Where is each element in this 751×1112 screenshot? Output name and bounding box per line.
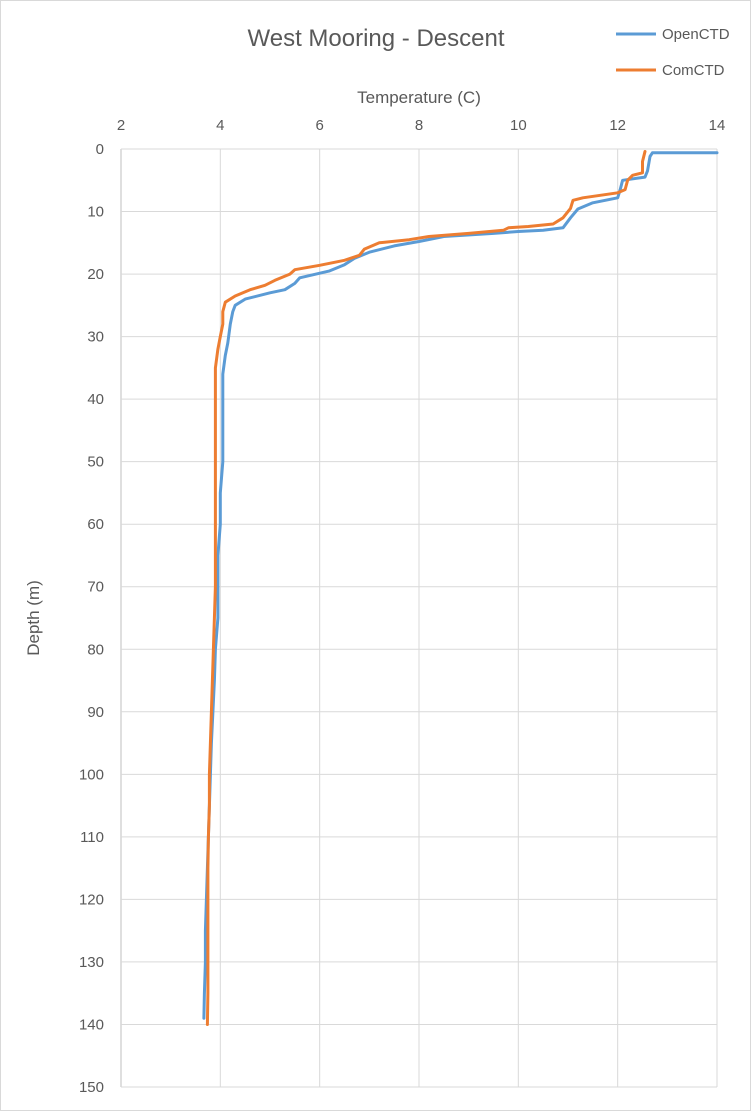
series-layer xyxy=(202,150,719,1026)
legend-label-comctd: ComCTD xyxy=(662,62,725,79)
x-tick-label: 2 xyxy=(117,117,125,134)
y-tick-label: 0 xyxy=(96,141,104,158)
y-tick-label: 60 xyxy=(87,516,104,533)
x-tick-label: 8 xyxy=(415,117,423,134)
series-line-comctd xyxy=(205,150,647,1026)
grid-layer xyxy=(120,148,718,1088)
x-tick-label: 6 xyxy=(315,117,323,134)
legend: OpenCTD ComCTD xyxy=(616,26,730,79)
series-line-openctd xyxy=(202,151,719,1020)
y-tick-label: 120 xyxy=(79,891,104,908)
x-axis-title: Temperature (C) xyxy=(357,88,481,107)
y-tick-label: 80 xyxy=(87,641,104,658)
y-tick-label: 110 xyxy=(80,829,104,846)
y-tick-label: 90 xyxy=(87,704,104,721)
y-tick-label: 100 xyxy=(79,766,104,783)
y-tick-label: 140 xyxy=(79,1016,104,1033)
y-tick-label: 30 xyxy=(87,329,104,346)
legend-label-openctd: OpenCTD xyxy=(662,26,730,43)
x-tick-label: 4 xyxy=(216,117,224,134)
chart-title: West Mooring - Descent xyxy=(248,25,505,52)
y-tick-label: 20 xyxy=(87,266,104,283)
y-axis-title: Depth (m) xyxy=(24,580,43,656)
y-tick-label: 130 xyxy=(79,954,104,971)
y-tick-label: 40 xyxy=(87,391,104,408)
x-tick-label: 12 xyxy=(609,117,626,134)
y-tick-label: 10 xyxy=(87,204,104,221)
x-tick-label: 14 xyxy=(709,117,726,134)
x-tick-label: 10 xyxy=(510,117,527,134)
y-tick-label: 150 xyxy=(79,1079,104,1096)
axis-layer: 2 4 6 8 10 12 14010203040506070809010011012013… xyxy=(79,117,725,1096)
y-tick-label: 70 xyxy=(87,579,104,596)
y-tick-label: 50 xyxy=(87,454,104,471)
